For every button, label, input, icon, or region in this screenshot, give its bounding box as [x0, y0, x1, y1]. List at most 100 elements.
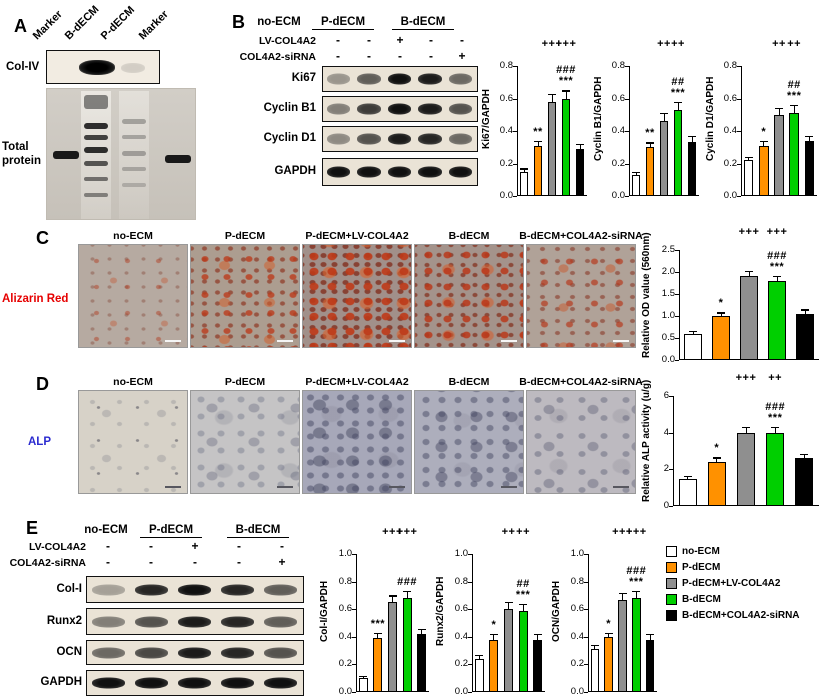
image-title-p-decm-lv: P-dECM+LV-COL4A2 — [305, 230, 409, 242]
treatment-symbol-E1-lane1: - — [106, 555, 110, 569]
error-bar-cap — [359, 676, 368, 678]
significance-plus: ++ — [787, 38, 802, 50]
chart-cyclin-b1: Cyclin B1/GAPDH 0.0 0.2 0.4 0.6 0.8 ** *** ## ++ +… — [592, 36, 704, 202]
bar-no-ECM — [590, 649, 600, 692]
y-tick-mark — [675, 316, 679, 317]
gel-band — [122, 167, 146, 171]
gel-band — [84, 123, 108, 129]
error-bar-cap — [712, 457, 721, 459]
error-bar — [692, 330, 694, 334]
alizarin-image-p-decm — [190, 244, 300, 348]
y-tick-mark — [584, 692, 588, 693]
error-bar-cap — [790, 105, 799, 107]
alizarin-image-no-ecm — [78, 244, 188, 348]
error-bar-cap — [562, 90, 570, 92]
legend-swatch — [666, 562, 677, 573]
protein-band — [178, 647, 211, 658]
protein-band — [387, 73, 412, 85]
gel-band — [84, 147, 108, 153]
gel-band — [122, 135, 146, 139]
bar-P-dECM — [604, 636, 613, 692]
treatment-symbol-B1-lane3: - — [398, 49, 402, 63]
y-tick-label: 0.0 — [661, 354, 675, 365]
error-bar-cap — [534, 140, 542, 142]
significance-stars: *** — [370, 617, 386, 630]
bar-B-dECM+COL4A2-siRNA — [687, 142, 697, 196]
legend-label: B-dECM+COL4A2-siRNA — [682, 610, 800, 621]
significance-plus: +++ — [738, 226, 760, 238]
y-tick-label: 0.4 — [611, 125, 625, 136]
error-bar-cap — [646, 634, 655, 636]
legend: no-ECM P-dECM P-dECM+LV-COL4A2 B-dECM B-… — [666, 546, 800, 621]
alizarin-image-b-decm-sirna — [526, 244, 636, 348]
legend-swatch — [666, 578, 677, 589]
protein-band — [449, 166, 473, 178]
error-bar-cap — [689, 330, 697, 333]
significance-hashes: ### — [765, 401, 786, 414]
error-bar-cap — [744, 157, 753, 159]
error-bar-cap — [519, 603, 528, 605]
significance-hashes: ## — [671, 75, 685, 88]
significance-plus: ++ — [501, 526, 516, 538]
protein-band — [221, 584, 254, 595]
protein-band — [326, 103, 350, 115]
bar-P-dECM — [373, 638, 383, 692]
error-bar — [537, 634, 539, 640]
significance-stars: ** — [533, 125, 543, 138]
treatment-symbol-B0-lane4: - — [429, 33, 433, 47]
significance-stars: *** — [769, 260, 785, 273]
chart-alizarin-od: Relative OD value (560nm) 0.0 0.5 1.0 1.5 2.0… — [640, 224, 824, 366]
significance-stars: * — [718, 297, 724, 310]
bar-P-dECM — [712, 316, 730, 360]
group-header-p-decm: P-dECM — [140, 524, 202, 538]
y-tick-mark — [669, 432, 673, 434]
y-tick-mark — [675, 338, 679, 339]
image-title-p-decm-lv: P-dECM+LV-COL4A2 — [305, 376, 409, 388]
y-tick-label: 0.0 — [723, 190, 737, 201]
y-tick-mark — [584, 609, 588, 611]
treatment-symbol-E1-lane3: - — [193, 555, 197, 569]
error-bar — [635, 591, 637, 599]
protein-band — [221, 616, 254, 627]
gel-band — [84, 95, 108, 109]
treatment-symbol-E0-lane1: - — [106, 539, 110, 553]
scale-bar — [277, 486, 293, 488]
y-tick-label: 0.0 — [454, 686, 468, 697]
panel-c-label: C — [36, 228, 49, 248]
protein-band — [221, 677, 254, 689]
legend-item-p-decm: P-dECM — [666, 562, 800, 573]
error-bar — [478, 654, 480, 659]
error-bar-cap — [771, 427, 780, 429]
group-header-p-decm: P-dECM — [312, 16, 374, 30]
legend-item-p-decm-lv: P-dECM+LV-COL4A2 — [666, 578, 800, 589]
y-tick-mark — [675, 272, 679, 273]
scale-bar — [389, 340, 405, 342]
y-tick-mark — [737, 196, 741, 197]
chart-cyclin-d1: Cyclin D1/GAPDH 0.0 0.2 0.4 0.6 0.8 * *** ## ++ ++ — [704, 36, 822, 202]
error-bar-cap — [800, 453, 809, 455]
significance-plus: +++ — [612, 526, 633, 538]
error-bar-cap — [533, 634, 542, 636]
alizarin-red-label: Alizarin Red — [2, 293, 69, 305]
bar-P-dECM+LV-COL4A2 — [736, 432, 756, 506]
blot-cyclin-b1 — [322, 96, 478, 122]
protein-band — [135, 647, 168, 658]
bar-B-dECM — [766, 432, 785, 506]
blot-label-runx2: Runx2 — [46, 615, 82, 627]
panel-b-label: B — [232, 12, 245, 32]
error-bar — [748, 157, 750, 161]
protein-band — [418, 133, 442, 145]
y-tick-mark — [669, 506, 673, 507]
chart-col-i: Col-I/GAPDH 0.0 0.2 0.4 0.6 0.8 1.0 *** ### +++ ++… — [318, 524, 434, 698]
significance-plus: ++ — [657, 38, 671, 50]
significance-plus: ++ — [516, 526, 531, 538]
y-tick-mark — [513, 131, 517, 132]
alp-label: ALP — [28, 436, 51, 448]
protein-band — [387, 103, 412, 115]
blot-label-col-i: Col-I — [56, 583, 82, 595]
y-tick-label: 0.6 — [723, 92, 737, 104]
scale-bar — [613, 486, 629, 488]
treatment-symbol-B0-lane2: - — [367, 33, 371, 47]
protein-band — [449, 133, 473, 145]
y-tick-label: 0.2 — [499, 157, 513, 169]
